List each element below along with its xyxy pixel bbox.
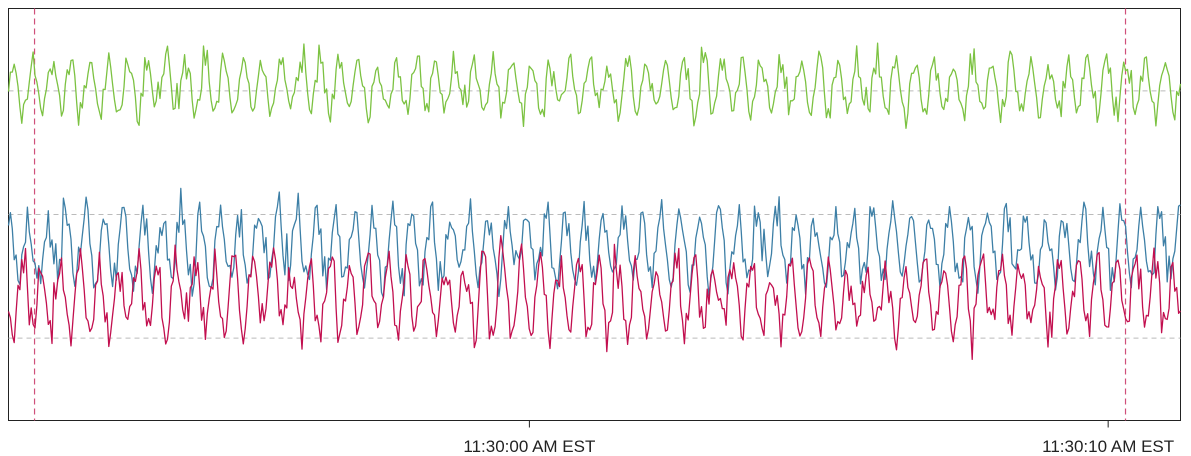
series-line-2 bbox=[7, 235, 1182, 360]
time-markers bbox=[33, 8, 1127, 421]
series-line-0 bbox=[7, 42, 1182, 129]
series-lines bbox=[7, 42, 1182, 360]
series-line-1 bbox=[7, 187, 1181, 299]
x-tick-label-0: 11:30:00 AM EST bbox=[463, 437, 595, 456]
x-tick-label-1: 11:30:10 AM EST bbox=[1042, 437, 1174, 456]
x-axis-ticks: 11:30:00 AM EST 11:30:10 AM EST bbox=[463, 420, 1174, 456]
